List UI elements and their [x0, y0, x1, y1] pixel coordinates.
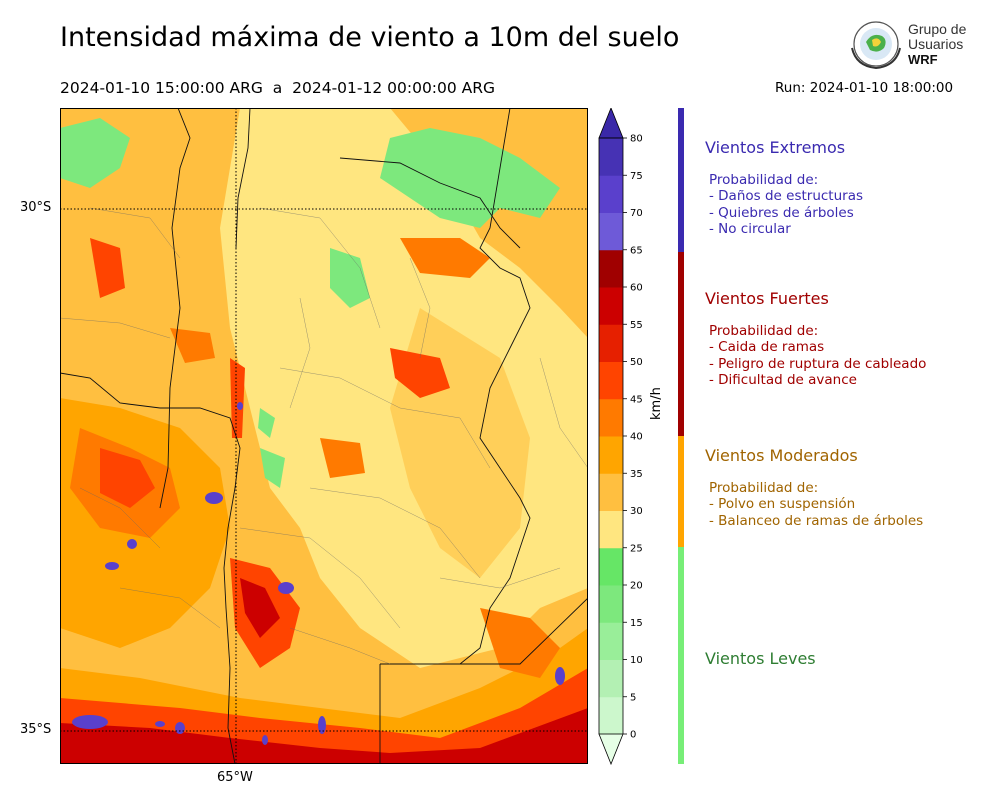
colorbar-tick-label: 25 [630, 543, 643, 554]
band-bar-leves [678, 547, 684, 764]
band-bar-fuertes [678, 252, 684, 436]
lon-label-65w: 65°W [217, 770, 253, 785]
colorbar-tick-label: 15 [630, 618, 643, 629]
band-item: Probabilidad de: [709, 172, 819, 188]
colorbar-extend-high [598, 108, 624, 139]
band-title-fuertes: Vientos Fuertes [705, 289, 829, 308]
band-list-extremos: Probabilidad de: - Daños de estructuras … [709, 172, 863, 237]
band-item: Probabilidad de: [709, 480, 819, 496]
colorbar-segment [599, 547, 623, 586]
logo-line3: WRF [908, 52, 938, 67]
logo-line1: Grupo de [908, 21, 967, 37]
colorbar-tick-label: 60 [630, 283, 643, 294]
colorbar-segment [599, 398, 623, 437]
colorbar-tick-label: 55 [630, 320, 643, 331]
band-item: - No circular [709, 220, 791, 237]
colorbar-segment [599, 138, 623, 176]
band-item: - Caida de ramas [709, 339, 825, 356]
band-title-extremos: Vientos Extremos [705, 138, 846, 157]
colorbar-extend-low [598, 733, 624, 766]
colorbar-segment [599, 622, 623, 660]
colorbar-tick-label: 10 [630, 655, 643, 666]
band-title-moderados: Vientos Moderados [705, 446, 858, 465]
colorbar-segment [599, 473, 623, 511]
band-item: - Balanceo de ramas de árboles [709, 512, 924, 529]
colorbar-segment [599, 324, 623, 362]
band-item: - Dificultad de avance [709, 371, 857, 388]
wrf-users-logo: Grupo de Usuarios WRF [851, 21, 967, 70]
colorbar-unit: km/h [649, 387, 664, 420]
colorbar-segment [599, 436, 623, 474]
colorbar-tick-label: 40 [630, 432, 643, 443]
lat-label-35s: 35°S [20, 722, 52, 737]
run-time: Run: 2024-01-10 18:00:00 [775, 80, 954, 96]
forecast-period: 2024-01-10 15:00:00 ARG a 2024-01-12 00:… [60, 79, 496, 97]
colorbar-segment [599, 510, 623, 549]
colorbar-tick-label: 80 [630, 134, 643, 145]
band-bar-extremos [678, 108, 684, 252]
map-title: Intensidad máxima de viento a 10m del su… [60, 22, 680, 53]
band-list-moderados: Probabilidad de: - Polvo en suspensión -… [709, 480, 923, 529]
colorbar-segment [599, 659, 623, 698]
colorbar-tick-label: 70 [630, 208, 643, 219]
colorbar-tick-label: 50 [630, 357, 643, 368]
colorbar-tick-label: 20 [630, 581, 643, 592]
colorbar-tick-label: 45 [630, 394, 643, 405]
colorbar-segment [599, 585, 623, 623]
band-list-fuertes: Probabilidad de: - Caida de ramas - Peli… [709, 323, 926, 388]
band-item: - Quiebres de árboles [709, 204, 854, 221]
band-item: - Daños de estructuras [709, 188, 864, 205]
wind-map [60, 108, 588, 764]
colorbar-tick-label: 5 [630, 692, 636, 703]
band-item: - Peligro de ruptura de cableado [709, 355, 927, 372]
colorbar-segment [599, 212, 623, 251]
band-item: Probabilidad de: [709, 323, 819, 339]
colorbar-segment [599, 361, 623, 400]
colorbar-tick-label: 75 [630, 171, 643, 182]
logo-line2: Usuarios [908, 36, 963, 52]
colorbar-segment [599, 249, 623, 288]
colorbar-tick-label: 35 [630, 469, 643, 480]
colorbar-segment [599, 175, 623, 213]
colorbar-tick-label: 0 [630, 730, 636, 741]
wind-speed-colorbar: 0 5 10 15 20 25 30 35 40 45 50 55 60 65 70 75 80 [598, 108, 643, 766]
lat-label-30s: 30°S [20, 200, 52, 215]
colorbar-tick-label: 30 [630, 506, 643, 517]
band-bar-moderados [678, 436, 684, 547]
colorbar-tick-label: 65 [630, 245, 643, 256]
colorbar-segment [599, 287, 623, 325]
colorbar-segment [599, 696, 623, 735]
band-title-leves: Vientos Leves [705, 649, 816, 668]
band-item: - Polvo en suspensión [709, 496, 856, 513]
